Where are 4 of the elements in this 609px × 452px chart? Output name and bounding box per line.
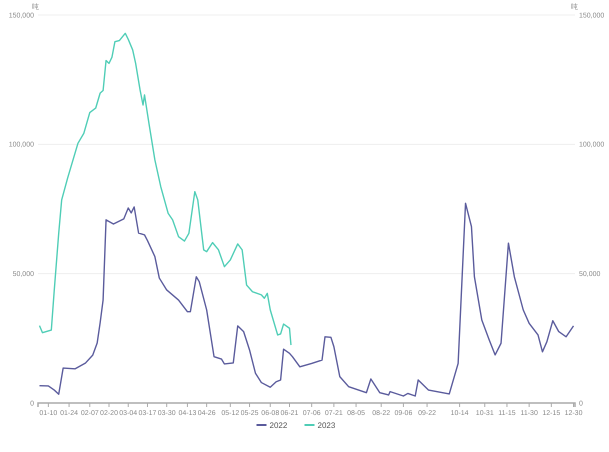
line-series [38, 202, 574, 397]
line-series [38, 32, 292, 346]
legend-label: 2023 [318, 421, 336, 430]
legend-label: 2022 [270, 421, 288, 430]
